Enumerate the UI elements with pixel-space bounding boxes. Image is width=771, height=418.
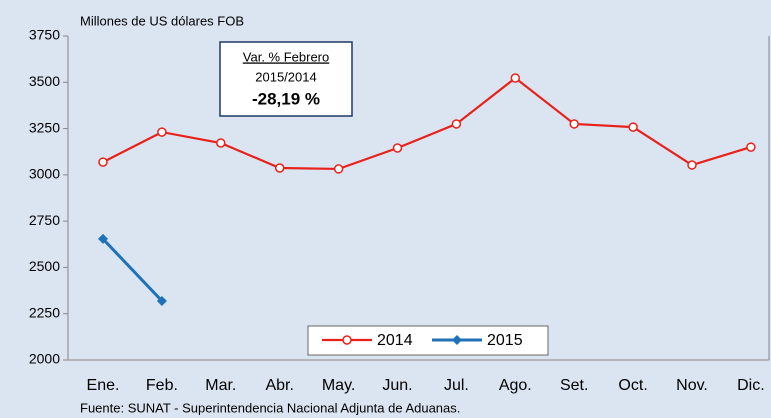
point — [156, 295, 167, 306]
point — [451, 119, 462, 129]
annotation-title: Var. % Febrero — [243, 49, 329, 64]
point — [628, 122, 638, 132]
y-tick-label: 2250 — [29, 304, 60, 320]
x-tick-label: Jun. — [382, 377, 412, 394]
y-tick-label: 3750 — [29, 27, 60, 43]
x-tick-label: May. — [322, 377, 355, 394]
x-tick-label: Feb. — [146, 377, 178, 394]
x-tick-label: Oct. — [618, 377, 647, 394]
legend-label: 2014 — [377, 332, 413, 349]
point — [746, 142, 756, 152]
x-tick-label: Nov. — [676, 377, 708, 394]
y-tick-label: 3250 — [29, 119, 60, 135]
annotation-value: -28,19 % — [252, 89, 320, 108]
y-tick-label: 2500 — [29, 258, 60, 274]
point — [510, 73, 521, 83]
y-tick-label: 2750 — [29, 212, 60, 228]
point — [392, 143, 403, 153]
series-line — [102, 76, 752, 171]
series-line — [101, 237, 163, 302]
point — [569, 119, 579, 129]
point — [98, 157, 108, 167]
point — [687, 160, 697, 170]
point — [98, 233, 108, 244]
legend-marker — [342, 335, 352, 345]
annotation-box — [219, 41, 353, 117]
annotation-period: 2015/2014 — [255, 69, 316, 84]
legend-marker — [452, 335, 462, 345]
x-tick-label: Ene. — [87, 377, 120, 394]
y-tick-label: 3500 — [29, 73, 60, 89]
axis-title: Millones de US dólares FOB — [80, 13, 244, 28]
point — [333, 164, 344, 174]
point — [157, 127, 167, 137]
point — [274, 163, 285, 173]
legend-label: 2015 — [487, 332, 523, 349]
x-tick-label: Dic. — [737, 377, 765, 394]
legend — [307, 325, 549, 356]
y-tick-label: 3000 — [29, 166, 60, 182]
x-tick-label: Abr. — [265, 377, 293, 394]
x-tick-label: Jul. — [444, 377, 469, 394]
x-tick-label: Mar. — [205, 377, 236, 394]
point — [216, 138, 226, 148]
source: Fuente: SUNAT - Superintendencia Naciona… — [80, 400, 460, 415]
y-tick-label: 2000 — [29, 351, 60, 367]
x-tick-label: Ago. — [499, 377, 532, 394]
x-tick-label: Set. — [560, 377, 588, 394]
